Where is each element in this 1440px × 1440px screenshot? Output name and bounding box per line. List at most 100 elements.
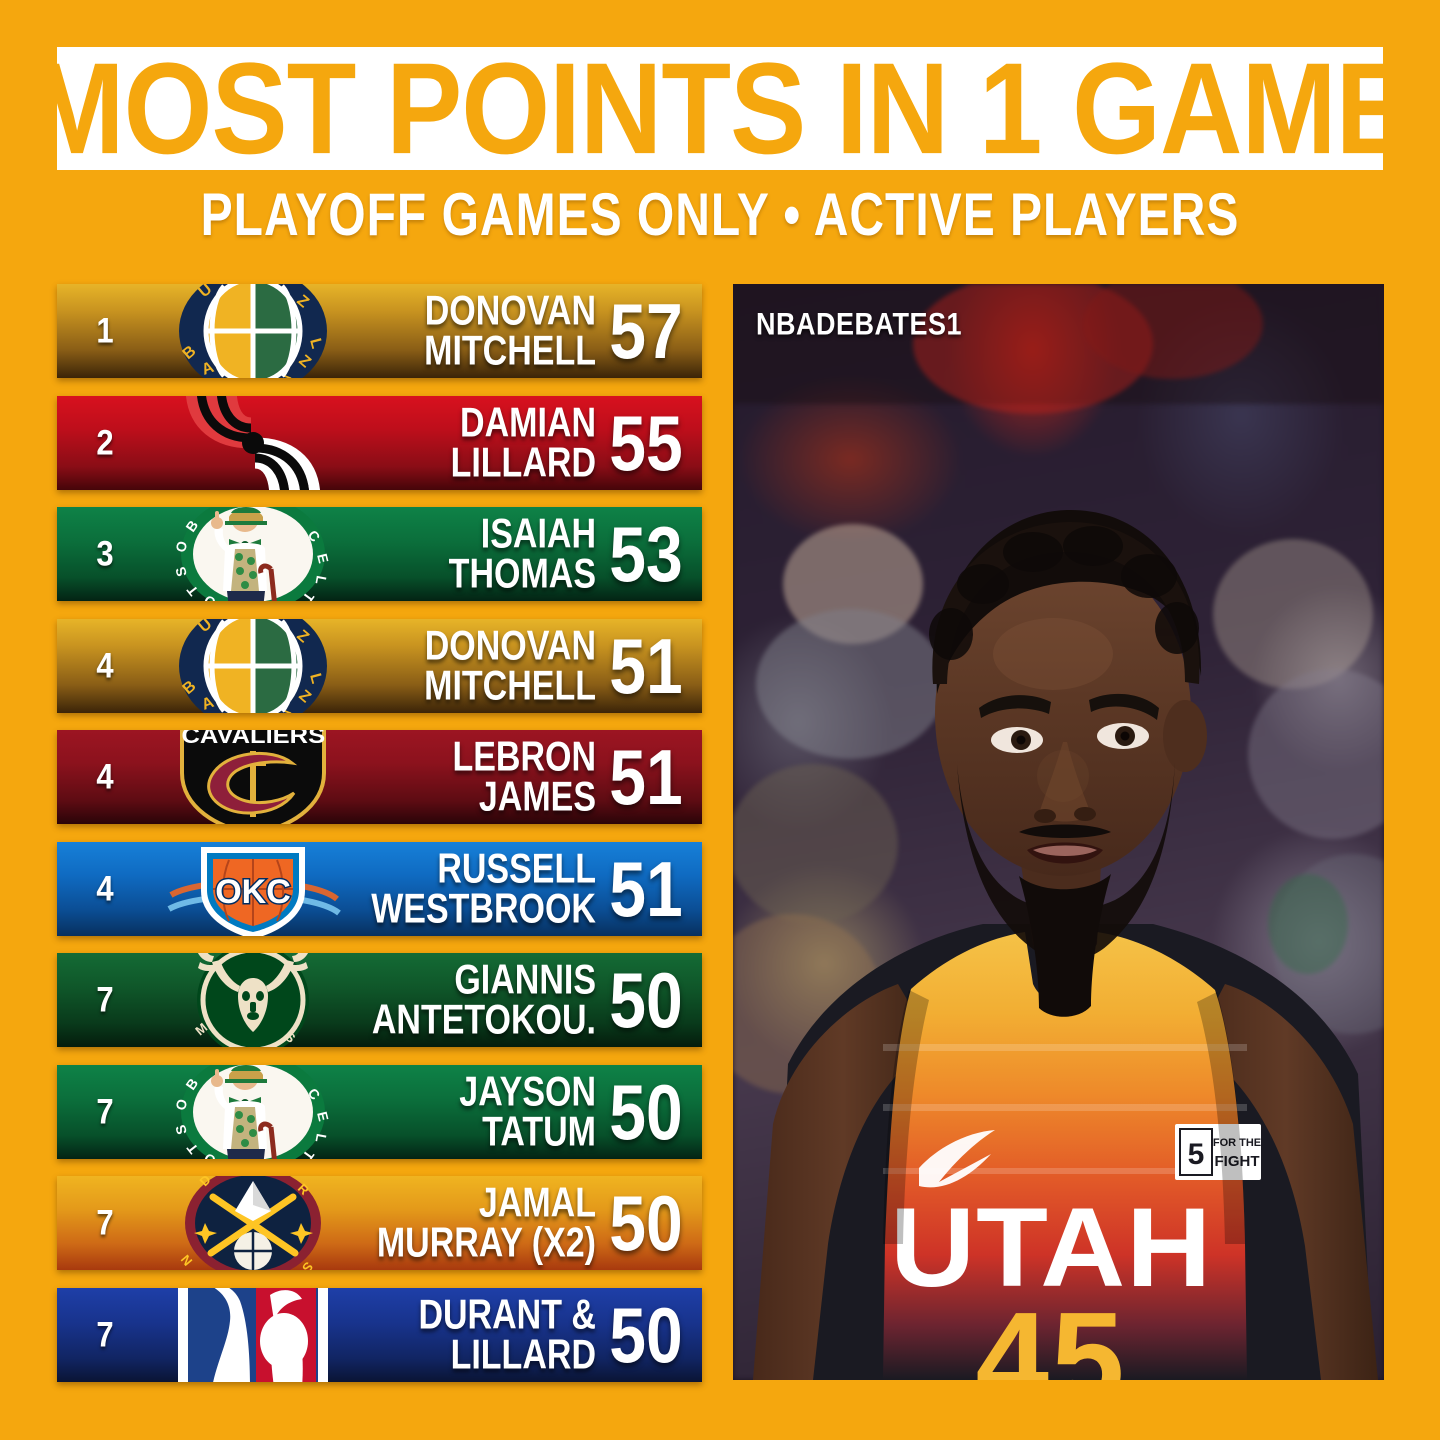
team-logo <box>153 395 353 490</box>
points-value: 50 <box>609 1067 683 1156</box>
jazz-logo: U Z B A Z L L <box>179 284 327 378</box>
ranking-row[interactable]: 2 DAMIAN LILLARD 55 <box>57 395 702 490</box>
team-logo: U Z B A Z L L <box>153 618 353 713</box>
svg-text:E: E <box>314 1109 332 1122</box>
svg-text:L: L <box>312 1132 329 1144</box>
team-logo: B O S T O N C E L T I C S <box>153 507 353 601</box>
row-background <box>57 730 702 824</box>
ranking-row[interactable]: 7 D R N S <box>57 1176 702 1270</box>
rank-number: 7 <box>96 1313 114 1355</box>
svg-text:CAVALIERS: CAVALIERS <box>182 730 326 749</box>
nba-logo <box>178 1287 328 1382</box>
jazz-logo: U Z B A Z L L <box>179 618 327 713</box>
svg-text:UTAH: UTAH <box>890 1186 1212 1311</box>
player-name-line-1: DURANT & <box>418 1291 596 1338</box>
player-name: JAMAL MURRAY (X2) <box>377 1176 596 1270</box>
player-name-line-1: DONOVAN <box>424 622 596 669</box>
ranking-row[interactable]: 4 OKC RUSSELL WESTBROOK 51 <box>57 841 702 936</box>
row-background <box>57 284 702 378</box>
svg-text:L: L <box>312 574 329 586</box>
page-title: MOST POINTS IN 1 GAME <box>57 47 1383 170</box>
rank-number: 2 <box>96 421 114 463</box>
row-background <box>57 1287 702 1382</box>
player-photo: 5 FOR THE FIGHT UTAH 45 <box>753 509 1378 1380</box>
svg-text:FOR THE: FOR THE <box>1213 1137 1261 1149</box>
ranking-row[interactable]: 1 U Z B A Z L L DONOVAN MITCHELL <box>57 284 702 378</box>
points-value: 51 <box>609 621 683 710</box>
points-value: 51 <box>609 733 683 821</box>
ranking-row[interactable]: 7 B O S T O N C E L T I C S <box>57 1064 702 1159</box>
points-value: 51 <box>609 844 683 933</box>
team-logo: U Z B A Z L L <box>153 284 353 378</box>
player-name-line-1: DONOVAN <box>424 287 596 335</box>
player-name-line-1: GIANNIS <box>454 956 596 1004</box>
svg-text:FIGHT: FIGHT <box>1215 1153 1260 1170</box>
player-name-line-1: JAYSON <box>459 1068 596 1115</box>
svg-text:S: S <box>172 565 190 578</box>
row-background <box>57 395 702 490</box>
points-value: 50 <box>609 1290 683 1379</box>
player-name: DONOVAN MITCHELL <box>424 619 596 713</box>
player-name-line-2: JAMES <box>478 773 596 821</box>
player-name-line-2: MITCHELL <box>424 327 596 375</box>
row-background <box>57 1176 702 1270</box>
points-value: 50 <box>609 1179 683 1267</box>
ranking-row[interactable]: 4 U Z B A Z L L DONOVAN MITCHELL <box>57 618 702 713</box>
svg-text:T: T <box>299 589 317 601</box>
player-name-line-2: THOMAS <box>448 550 596 598</box>
rank-number: 4 <box>96 867 114 909</box>
team-logo: OKC <box>153 842 353 936</box>
player-name-line-2: TATUM <box>482 1108 596 1155</box>
svg-text:T: T <box>299 1147 317 1159</box>
rank-number: 7 <box>96 1202 114 1243</box>
player-name: DONOVAN MITCHELL <box>424 284 596 378</box>
row-background <box>57 1064 702 1159</box>
celtics-logo: B O S T O N C E L T I C S <box>172 507 332 601</box>
points-value: 50 <box>609 956 683 1044</box>
points-value: 57 <box>609 287 683 375</box>
rank-number: 4 <box>96 756 114 797</box>
ranking-row[interactable]: 3 B O S T O N C E L T I C S <box>57 507 702 601</box>
watermark-text: NBADEBATES1 <box>756 306 963 342</box>
blazers-logo <box>186 395 320 490</box>
player-name: LEBRON JAMES <box>452 730 596 824</box>
svg-text:OKC: OKC <box>215 873 291 911</box>
player-name-line-2: LILLARD <box>450 1331 596 1378</box>
player-name-line-2: WESTBROOK <box>371 885 596 932</box>
player-photo-panel: 5 FOR THE FIGHT UTAH 45 NBADEBATES1 <box>733 284 1384 1380</box>
svg-text:45: 45 <box>976 1285 1127 1380</box>
player-name: DURANT & LILLARD <box>418 1288 596 1382</box>
ranking-row[interactable]: 7 M S <box>57 953 702 1047</box>
player-name: ISAIAH THOMAS <box>449 507 596 601</box>
ranking-row[interactable]: 4 CAVALIERS LEBRON JAMES 51 <box>57 730 702 824</box>
ranking-row[interactable]: 7 DURANT & LILLARD 50 <box>57 1287 702 1382</box>
title-banner: MOST POINTS IN 1 GAME <box>57 47 1383 170</box>
svg-text:E: E <box>314 552 332 565</box>
row-background <box>57 507 702 601</box>
player-name-line-1: ISAIAH <box>480 510 596 558</box>
player-name-line-2: MITCHELL <box>424 662 596 709</box>
team-logo: B O S T O N C E L T I C S <box>153 1064 353 1159</box>
player-name: JAYSON TATUM <box>459 1065 596 1159</box>
celtics-logo: B O S T O N C E L T I C S <box>172 1064 332 1159</box>
player-name-line-1: LEBRON <box>452 733 596 781</box>
team-logo: D R N S <box>153 1176 353 1270</box>
player-name-line-1: JAMAL <box>478 1179 596 1227</box>
team-logo: CAVALIERS <box>153 730 353 824</box>
svg-text:O: O <box>201 1149 219 1158</box>
rank-number: 7 <box>96 1090 114 1132</box>
team-logo: M S <box>153 953 353 1047</box>
svg-text:S: S <box>172 1123 190 1136</box>
row-background <box>57 618 702 713</box>
cavaliers-logo: CAVALIERS <box>180 730 326 824</box>
svg-text:O: O <box>172 540 190 554</box>
bucks-logo: M S <box>192 953 309 1047</box>
player-name-line-1: DAMIAN <box>460 399 596 446</box>
player-name: GIANNIS ANTETOKOU. <box>372 953 596 1047</box>
svg-text:O: O <box>201 592 219 601</box>
row-background <box>57 953 702 1047</box>
thunder-logo: OKC <box>167 846 341 936</box>
rank-number: 3 <box>96 533 114 574</box>
svg-text:5: 5 <box>1188 1138 1205 1171</box>
svg-text:L: L <box>306 671 325 685</box>
